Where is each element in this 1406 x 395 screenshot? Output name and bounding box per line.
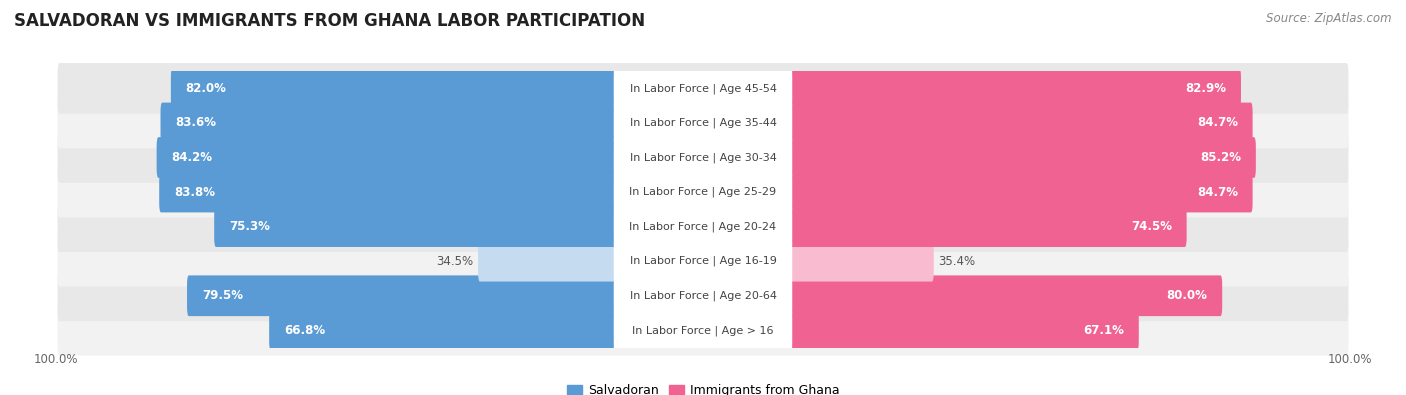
Text: Source: ZipAtlas.com: Source: ZipAtlas.com [1267, 12, 1392, 25]
Text: 84.2%: 84.2% [172, 151, 212, 164]
FancyBboxPatch shape [614, 50, 792, 127]
Text: 74.5%: 74.5% [1130, 220, 1173, 233]
FancyBboxPatch shape [58, 98, 1348, 148]
FancyBboxPatch shape [614, 223, 792, 299]
FancyBboxPatch shape [614, 85, 792, 161]
FancyBboxPatch shape [702, 172, 1253, 213]
FancyBboxPatch shape [702, 241, 934, 282]
Text: SALVADORAN VS IMMIGRANTS FROM GHANA LABOR PARTICIPATION: SALVADORAN VS IMMIGRANTS FROM GHANA LABO… [14, 12, 645, 30]
FancyBboxPatch shape [702, 310, 1139, 351]
FancyBboxPatch shape [702, 68, 1241, 109]
Text: 83.8%: 83.8% [174, 186, 215, 199]
FancyBboxPatch shape [156, 137, 704, 178]
FancyBboxPatch shape [478, 241, 704, 282]
Text: 35.4%: 35.4% [938, 255, 976, 268]
Text: 75.3%: 75.3% [229, 220, 270, 233]
FancyBboxPatch shape [58, 236, 1348, 286]
FancyBboxPatch shape [58, 305, 1348, 356]
Text: 84.7%: 84.7% [1197, 186, 1237, 199]
Text: In Labor Force | Age 30-34: In Labor Force | Age 30-34 [630, 152, 776, 163]
FancyBboxPatch shape [160, 103, 704, 143]
Text: 84.7%: 84.7% [1197, 117, 1237, 130]
FancyBboxPatch shape [702, 206, 1187, 247]
Text: In Labor Force | Age 16-19: In Labor Force | Age 16-19 [630, 256, 776, 267]
FancyBboxPatch shape [702, 103, 1253, 143]
Legend: Salvadoran, Immigrants from Ghana: Salvadoran, Immigrants from Ghana [561, 379, 845, 395]
FancyBboxPatch shape [614, 188, 792, 265]
FancyBboxPatch shape [614, 154, 792, 230]
FancyBboxPatch shape [58, 132, 1348, 183]
Text: 82.9%: 82.9% [1185, 82, 1226, 95]
Text: In Labor Force | Age > 16: In Labor Force | Age > 16 [633, 325, 773, 336]
Text: 79.5%: 79.5% [202, 289, 243, 302]
FancyBboxPatch shape [614, 258, 792, 334]
Text: In Labor Force | Age 20-64: In Labor Force | Age 20-64 [630, 290, 776, 301]
Text: 80.0%: 80.0% [1167, 289, 1208, 302]
FancyBboxPatch shape [702, 137, 1256, 178]
Text: 83.6%: 83.6% [176, 117, 217, 130]
Text: 66.8%: 66.8% [284, 324, 325, 337]
Text: In Labor Force | Age 35-44: In Labor Force | Age 35-44 [630, 118, 776, 128]
FancyBboxPatch shape [214, 206, 704, 247]
FancyBboxPatch shape [58, 63, 1348, 114]
Text: 34.5%: 34.5% [436, 255, 474, 268]
Text: 85.2%: 85.2% [1201, 151, 1241, 164]
Text: In Labor Force | Age 20-24: In Labor Force | Age 20-24 [630, 221, 776, 232]
FancyBboxPatch shape [58, 167, 1348, 217]
Text: 82.0%: 82.0% [186, 82, 226, 95]
FancyBboxPatch shape [269, 310, 704, 351]
FancyBboxPatch shape [702, 275, 1222, 316]
FancyBboxPatch shape [614, 292, 792, 369]
FancyBboxPatch shape [187, 275, 704, 316]
FancyBboxPatch shape [58, 201, 1348, 252]
FancyBboxPatch shape [58, 271, 1348, 321]
Text: In Labor Force | Age 45-54: In Labor Force | Age 45-54 [630, 83, 776, 94]
FancyBboxPatch shape [614, 119, 792, 196]
Text: In Labor Force | Age 25-29: In Labor Force | Age 25-29 [630, 187, 776, 198]
Text: 67.1%: 67.1% [1083, 324, 1123, 337]
FancyBboxPatch shape [172, 68, 704, 109]
FancyBboxPatch shape [159, 172, 704, 213]
